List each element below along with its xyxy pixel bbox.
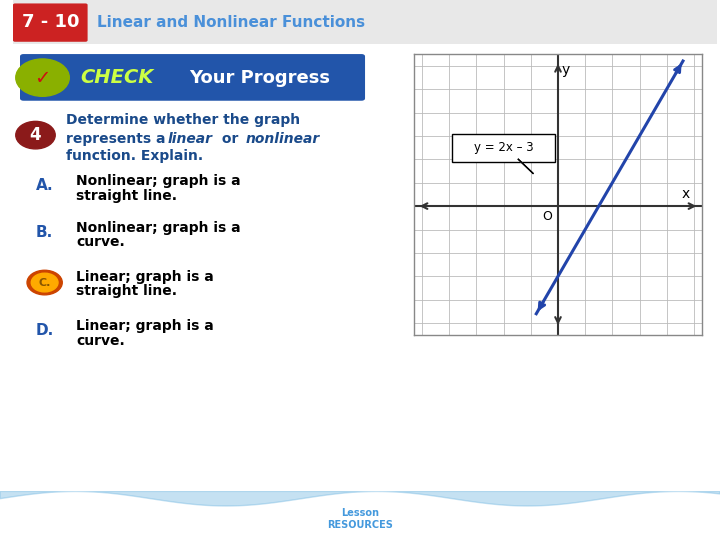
Text: Nonlinear; graph is a: Nonlinear; graph is a (76, 174, 241, 188)
Circle shape (27, 270, 62, 295)
Text: function. Explain.: function. Explain. (66, 149, 203, 163)
Text: straight line.: straight line. (76, 188, 177, 202)
Text: A.: A. (36, 178, 53, 193)
Text: curve.: curve. (76, 235, 125, 249)
Text: C.: C. (38, 278, 51, 288)
Text: Determine whether the graph: Determine whether the graph (66, 113, 300, 127)
Text: O: O (542, 210, 552, 223)
Text: RESOURCES: RESOURCES (327, 521, 393, 530)
Circle shape (16, 122, 55, 149)
Text: Your Progress: Your Progress (189, 69, 330, 86)
Text: Lesson: Lesson (341, 508, 379, 518)
Text: EXIT: EXIT (200, 509, 232, 522)
Text: 4: 4 (30, 126, 41, 144)
Text: curve.: curve. (76, 334, 125, 348)
Text: D.: D. (35, 323, 54, 338)
Text: CHECK: CHECK (80, 68, 153, 87)
Text: Linear; graph is a: Linear; graph is a (76, 319, 214, 333)
FancyBboxPatch shape (20, 54, 365, 101)
Text: nonlinear: nonlinear (246, 132, 320, 146)
Circle shape (31, 273, 58, 292)
Text: y = 2x – 3: y = 2x – 3 (474, 141, 534, 154)
Text: or: or (217, 132, 243, 146)
Text: ✓: ✓ (35, 69, 50, 88)
Text: y: y (562, 63, 570, 77)
Text: Linear; graph is a: Linear; graph is a (76, 269, 214, 284)
FancyBboxPatch shape (452, 133, 555, 161)
Text: HOME: HOME (483, 509, 525, 522)
Text: linear: linear (168, 132, 213, 146)
Circle shape (16, 59, 69, 96)
Text: 7 - 10: 7 - 10 (22, 13, 79, 31)
Text: represents a: represents a (66, 132, 170, 146)
FancyBboxPatch shape (13, 0, 717, 44)
Polygon shape (518, 159, 533, 173)
Text: straight line.: straight line. (76, 285, 177, 299)
Text: x: x (682, 187, 690, 201)
Text: B.: B. (36, 225, 53, 240)
FancyBboxPatch shape (13, 3, 88, 42)
Text: Nonlinear; graph is a: Nonlinear; graph is a (76, 220, 241, 234)
Text: Linear and Nonlinear Functions: Linear and Nonlinear Functions (97, 15, 366, 30)
